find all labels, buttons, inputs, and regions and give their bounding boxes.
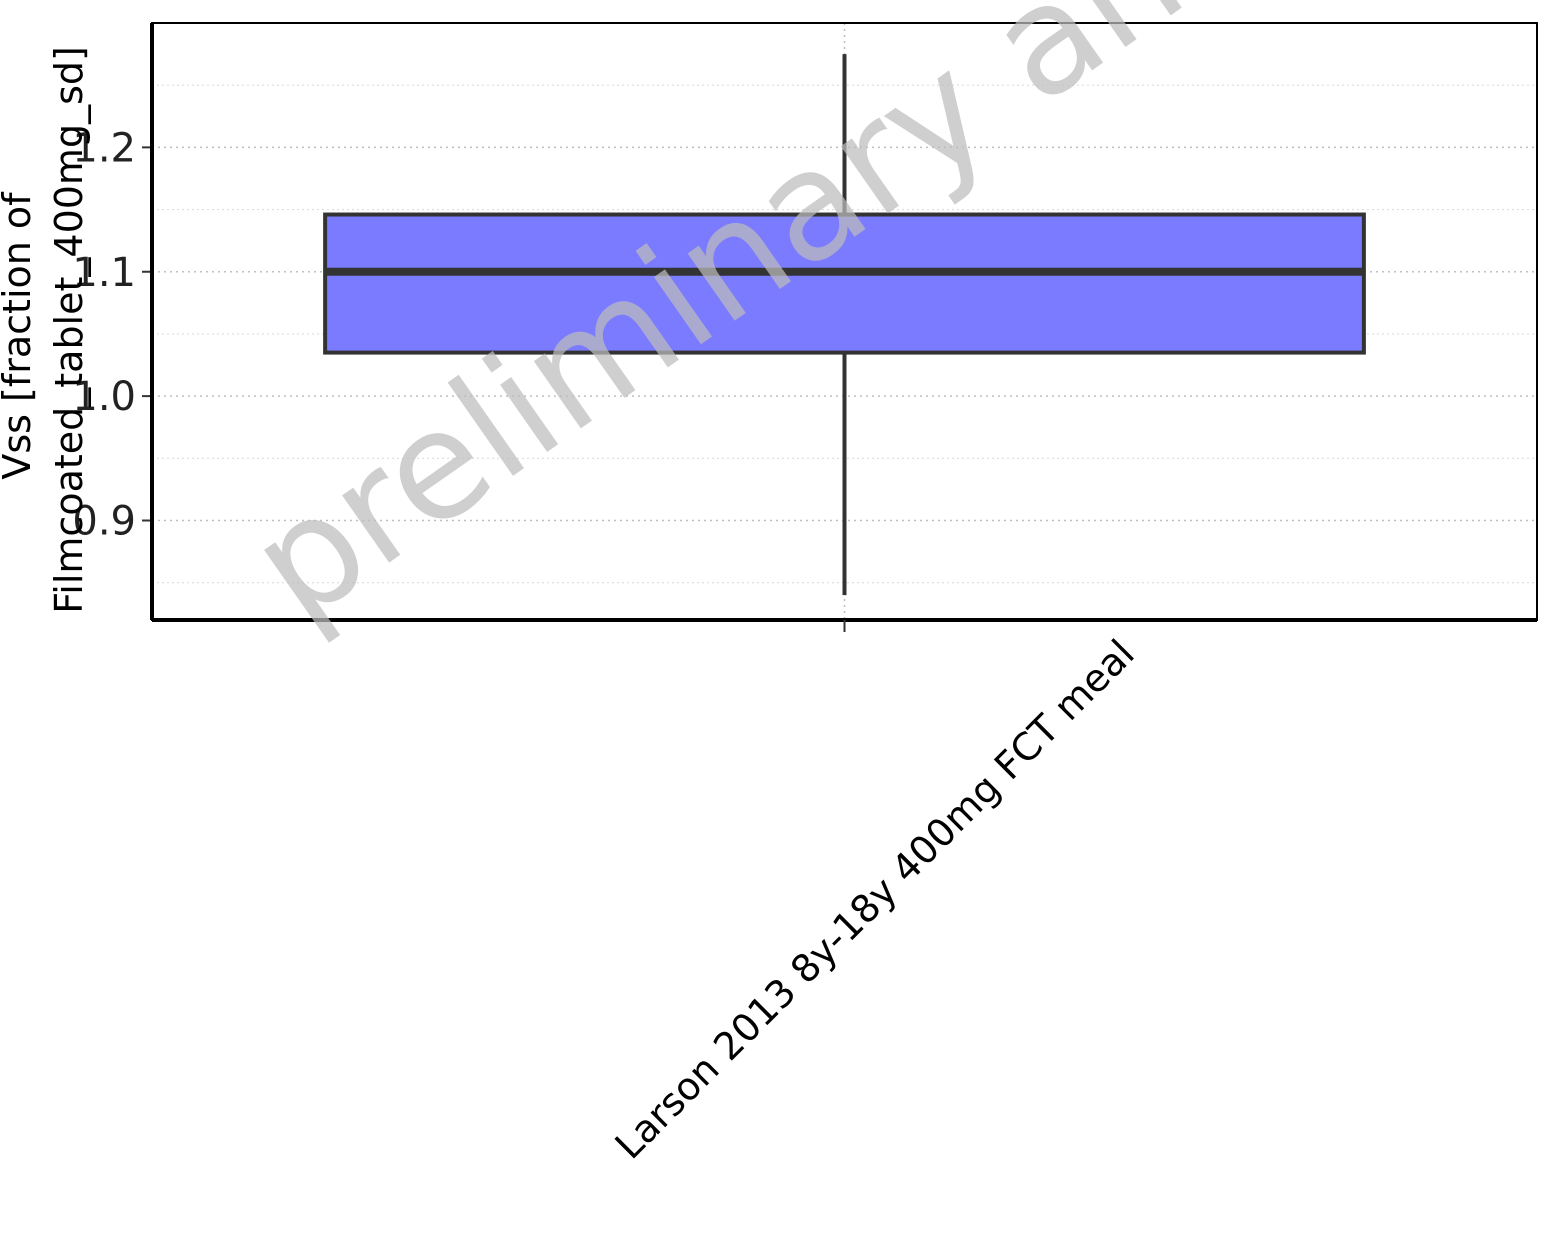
y-axis-title: Vss [fraction of Filmcoated_tablet_400mg… (0, 46, 91, 614)
y-tick-label: 1.0 (72, 374, 136, 420)
x-category-label: Larson 2013 8y-18y 400mg FCT meal (607, 631, 1143, 1167)
plot-area (323, 54, 1366, 596)
y-axis-title-line-1: Vss [fraction of (0, 191, 39, 480)
y-tick-label: 1.1 (72, 250, 136, 296)
y-tick-labels: 0.9 1.0 1.1 1.2 (72, 125, 136, 544)
y-axis-title-line-2: Filmcoated_tablet_400mg_sd] (47, 46, 91, 614)
y-tick-label: 0.9 (72, 499, 136, 545)
iqr-box (323, 212, 1366, 355)
y-tick-label: 1.2 (72, 125, 136, 171)
x-category-labels: Larson 2013 8y-18y 400mg FCT meal (607, 631, 1143, 1167)
axes (142, 22, 1538, 632)
